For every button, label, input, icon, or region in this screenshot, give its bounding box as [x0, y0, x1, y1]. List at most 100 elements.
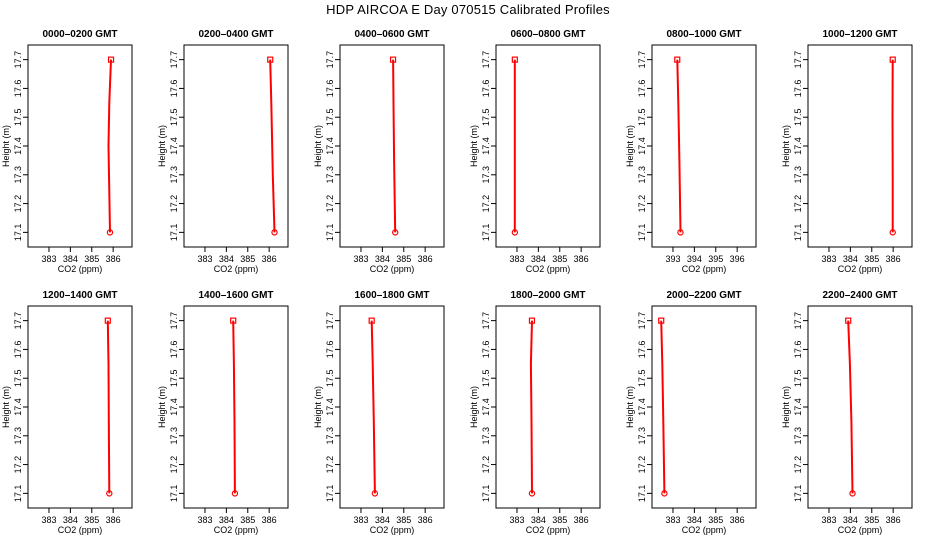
x-tick-label: 383	[197, 515, 212, 525]
y-tick-label: 17.2	[13, 456, 23, 474]
profile-marker-top	[230, 317, 237, 324]
panel-title: 0400–0600 GMT	[354, 29, 429, 40]
y-tick-label: 17.1	[325, 224, 335, 242]
y-tick-label: 17.7	[325, 312, 335, 330]
y-tick-label: 17.4	[481, 137, 491, 155]
profile-marker-top	[658, 317, 665, 324]
y-tick-label: 17.4	[13, 398, 23, 416]
y-tick-label: 17.7	[481, 51, 491, 69]
x-tick-label: 384	[843, 515, 858, 525]
y-tick-label: 17.6	[793, 80, 803, 98]
panel-title: 1400–1600 GMT	[198, 290, 273, 301]
x-axis-label: CO2 (ppm)	[214, 264, 259, 274]
y-tick-label: 17.3	[13, 166, 23, 184]
y-axis-label: Height (m)	[313, 125, 323, 167]
x-tick-label: 385	[708, 515, 723, 525]
x-tick-label: 383	[41, 515, 56, 525]
y-tick-label: 17.3	[793, 427, 803, 445]
plot-frame	[27, 44, 133, 248]
y-tick-label: 17.5	[325, 369, 335, 387]
y-tick-label: 17.5	[481, 108, 491, 126]
y-tick-label: 17.1	[637, 485, 647, 503]
y-tick-label: 17.3	[637, 166, 647, 184]
profile-line	[847, 320, 854, 494]
panel-title: 1200–1400 GMT	[42, 290, 117, 301]
page-title: HDP AIRCOA E Day 070515 Calibrated Profi…	[326, 2, 610, 17]
y-tick-label: 17.6	[325, 341, 335, 359]
panel-title: 0000–0200 GMT	[42, 29, 117, 40]
x-tick-label: 385	[396, 254, 411, 264]
x-tick-label: 384	[63, 515, 78, 525]
y-axis-label: Height (m)	[157, 125, 167, 167]
panel-title: 0600–0800 GMT	[510, 29, 585, 40]
profile-marker-top	[389, 56, 397, 63]
y-tick-label: 17.1	[169, 224, 179, 242]
y-tick-label: 17.1	[637, 224, 647, 242]
panel-title: 0200–0400 GMT	[198, 29, 273, 40]
y-tick-label: 17.7	[13, 312, 23, 330]
x-tick-label: 386	[106, 254, 121, 264]
y-tick-label: 17.2	[481, 195, 491, 213]
x-tick-label: 384	[63, 254, 78, 264]
y-tick-label: 17.2	[325, 456, 335, 474]
profile-marker-bottom	[849, 490, 856, 497]
x-tick-label: 383	[821, 254, 836, 264]
y-tick-label: 17.4	[325, 398, 335, 416]
y-tick-label: 17.6	[481, 80, 491, 98]
y-tick-label: 17.6	[13, 341, 23, 359]
y-tick-label: 17.7	[793, 51, 803, 69]
y-tick-label: 17.4	[637, 137, 647, 155]
profile-marker-bottom	[271, 229, 278, 236]
y-tick-label: 17.3	[169, 427, 179, 445]
y-tick-label: 17.4	[637, 398, 647, 416]
profile-marker-top	[267, 56, 274, 63]
y-tick-label: 17.6	[169, 341, 179, 359]
profile-marker-top	[528, 317, 536, 324]
y-tick-label: 17.5	[169, 108, 179, 126]
y-tick-label: 17.6	[169, 80, 179, 98]
plot-frame	[807, 44, 913, 248]
x-tick-label: 385	[552, 515, 567, 525]
x-tick-label: 385	[84, 515, 99, 525]
x-axis-label: CO2 (ppm)	[682, 264, 727, 274]
plot-frame	[339, 44, 445, 248]
x-tick-label: 386	[262, 254, 277, 264]
panel-title: 0800–1000 GMT	[666, 29, 741, 40]
y-tick-label: 17.2	[13, 195, 23, 213]
y-tick-label: 17.2	[325, 195, 335, 213]
profile-marker-bottom	[106, 229, 114, 236]
y-axis-label: Height (m)	[469, 386, 479, 428]
y-tick-label: 17.2	[793, 456, 803, 474]
profile-line	[529, 320, 533, 494]
x-tick-label: 385	[396, 515, 411, 525]
y-axis-label: Height (m)	[625, 386, 635, 428]
x-axis-label: CO2 (ppm)	[214, 525, 259, 535]
y-tick-label: 17.2	[637, 456, 647, 474]
profile-marker-top	[511, 56, 518, 63]
y-tick-label: 17.4	[481, 398, 491, 416]
y-tick-label: 17.5	[793, 108, 803, 126]
y-tick-label: 17.4	[13, 137, 23, 155]
x-axis-label: CO2 (ppm)	[370, 264, 415, 274]
y-tick-label: 17.5	[793, 369, 803, 387]
x-tick-label: 386	[418, 515, 433, 525]
y-tick-label: 17.7	[637, 51, 647, 69]
y-tick-label: 17.6	[637, 80, 647, 98]
y-tick-label: 17.7	[169, 312, 179, 330]
y-tick-label: 17.3	[637, 427, 647, 445]
y-tick-label: 17.4	[169, 137, 179, 155]
x-axis-label: CO2 (ppm)	[838, 264, 883, 274]
y-tick-label: 17.3	[13, 427, 23, 445]
y-tick-label: 17.7	[325, 51, 335, 69]
x-tick-label: 383	[665, 515, 680, 525]
x-tick-label: 384	[531, 254, 546, 264]
profile-line	[660, 320, 666, 494]
x-tick-label: 383	[509, 254, 524, 264]
x-axis-label: CO2 (ppm)	[370, 525, 415, 535]
y-tick-label: 17.4	[325, 137, 335, 155]
x-tick-label: 385	[240, 254, 255, 264]
x-tick-label: 384	[531, 515, 546, 525]
y-tick-label: 17.4	[169, 398, 179, 416]
y-tick-label: 17.1	[325, 485, 335, 503]
y-tick-label: 17.4	[793, 137, 803, 155]
